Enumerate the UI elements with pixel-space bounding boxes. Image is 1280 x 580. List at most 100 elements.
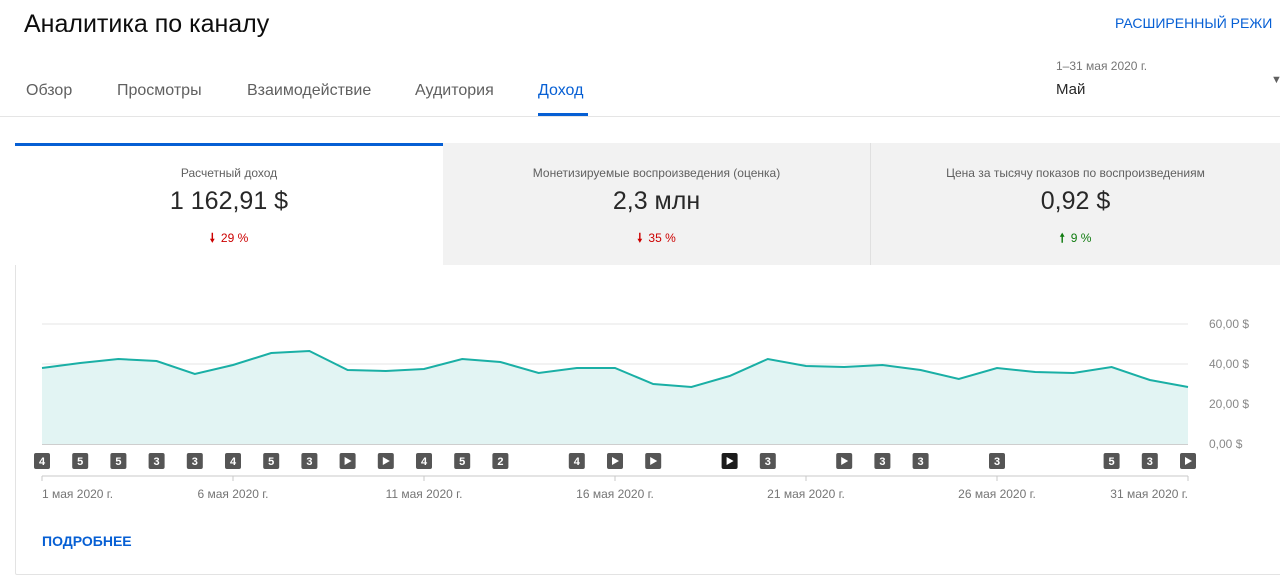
- metric-change: 🠗 29 %: [209, 231, 249, 245]
- metric-separator: [870, 143, 871, 265]
- marker-count: 2: [497, 456, 503, 468]
- marker-box: [263, 453, 280, 469]
- play-icon[interactable]: [645, 453, 662, 469]
- video-count-marker[interactable]: 2: [492, 453, 509, 469]
- advanced-mode-link[interactable]: РАСШИРЕННЫЙ РЕЖИ: [1115, 15, 1273, 31]
- x-tick-label: 1 мая 2020 г.: [42, 487, 113, 501]
- arrow-down-icon: 🠗: [209, 231, 215, 245]
- tab-audience[interactable]: Аудитория: [415, 82, 494, 99]
- play-triangle: [650, 457, 658, 465]
- marker-count: 4: [39, 456, 46, 468]
- video-count-marker[interactable]: 4: [225, 453, 241, 469]
- video-count-marker[interactable]: 4: [34, 453, 50, 469]
- video-count-marker[interactable]: 3: [874, 453, 891, 469]
- marker-count: 3: [918, 456, 924, 468]
- marker-box: [912, 453, 929, 469]
- marker-count: 4: [574, 456, 581, 468]
- page-title: Аналитика по каналу: [24, 10, 270, 38]
- play-triangle: [841, 457, 849, 465]
- marker-count: 3: [1147, 456, 1153, 468]
- marker-count: 5: [459, 456, 465, 468]
- marker-count: 4: [421, 456, 428, 468]
- marker-box: [454, 453, 471, 469]
- marker-box: [989, 453, 1005, 469]
- y-tick-label: 60,00 $: [1209, 317, 1249, 331]
- marker-count: 3: [765, 456, 771, 468]
- video-count-marker[interactable]: 3: [912, 453, 929, 469]
- video-count-marker[interactable]: 3: [148, 453, 165, 469]
- marker-box: [110, 453, 127, 469]
- marker-count: 5: [1109, 456, 1115, 468]
- marker-box: [1141, 453, 1158, 469]
- active-tab-indicator: [538, 113, 588, 116]
- metric-label: Расчетный доход: [180, 166, 278, 180]
- play-icon[interactable]: [339, 453, 356, 469]
- tabs-bar: Обзор Просмотры Взаимодействие Аудитория…: [0, 70, 1280, 116]
- arrow-down-icon: 🠗: [637, 231, 643, 245]
- video-count-marker[interactable]: 5: [72, 453, 89, 469]
- play-icon[interactable]: [377, 453, 394, 469]
- revenue-chart[interactable]: 0,00 $ 20,00 $ 40,00 $ 60,00 $ 4 5 5 3 3 4 5 3 4 5 2 4 3…: [0, 300, 1280, 510]
- x-tick-label: 31 мая 2020 г.: [1110, 487, 1188, 501]
- metric-label: Цена за тысячу показов по воспроизведени…: [946, 166, 1205, 180]
- video-count-marker[interactable]: 3: [186, 453, 203, 469]
- marker-count: 5: [115, 456, 121, 468]
- video-count-marker[interactable]: 3: [301, 453, 318, 469]
- metric-value: 2,3 млн: [612, 187, 701, 215]
- metric-estimated-revenue[interactable]: Расчетный доход 1 162,91 $ 🠗 29 %: [15, 143, 443, 265]
- marker-box: [1103, 453, 1120, 469]
- play-triangle: [612, 457, 619, 465]
- x-tick-label: 6 мая 2020 г.: [197, 487, 268, 501]
- date-range-label[interactable]: 1–31 мая 2020 г.: [1056, 59, 1148, 73]
- tab-engagement[interactable]: Взаимодействие: [247, 82, 372, 99]
- play-icon[interactable]: [721, 453, 738, 469]
- marker-count: 4: [230, 456, 237, 468]
- video-count-marker[interactable]: 3: [1141, 453, 1158, 469]
- metric-monetized-playbacks[interactable]: Монетизируемые воспроизведения (оценка) …: [443, 143, 870, 265]
- play-triangle: [726, 457, 734, 465]
- video-count-marker[interactable]: 5: [454, 453, 471, 469]
- area-fill: [42, 351, 1188, 444]
- marker-box: [759, 453, 776, 469]
- video-count-marker[interactable]: 4: [416, 453, 432, 469]
- marker-count: 5: [77, 456, 83, 468]
- tab-revenue[interactable]: Доход: [538, 82, 584, 99]
- video-count-marker[interactable]: 5: [110, 453, 127, 469]
- video-count-marker[interactable]: 3: [759, 453, 776, 469]
- play-icon[interactable]: [836, 453, 853, 469]
- marker-box: [492, 453, 509, 469]
- metric-playback-cpm[interactable]: Цена за тысячу показов по воспроизведени…: [871, 143, 1280, 265]
- play-icon[interactable]: [1180, 453, 1196, 469]
- video-count-marker[interactable]: 3: [989, 453, 1005, 469]
- marker-count: 3: [994, 456, 1000, 468]
- x-tick-label: 16 мая 2020 г.: [576, 487, 654, 501]
- marker-box: [225, 453, 241, 469]
- x-tick-label: 11 мая 2020 г.: [386, 487, 463, 501]
- metric-value: 1 162,91 $: [169, 187, 289, 215]
- metric-change: 🠗 35 %: [637, 231, 676, 245]
- metric-value: 0,92 $: [1040, 187, 1111, 215]
- marker-count: 3: [306, 456, 312, 468]
- see-more-link[interactable]: ПОДРОБНЕЕ: [42, 533, 132, 549]
- y-tick-label: 40,00 $: [1209, 357, 1249, 371]
- metric-change: 🠕 9 %: [1059, 231, 1092, 245]
- dropdown-caret-icon[interactable]: ▼: [1271, 74, 1280, 86]
- arrow-up-icon: 🠕: [1059, 231, 1065, 245]
- video-count-marker[interactable]: 5: [1103, 453, 1120, 469]
- play-icon[interactable]: [607, 453, 623, 469]
- marker-count: 3: [879, 456, 885, 468]
- tab-overview[interactable]: Обзор: [26, 82, 73, 99]
- video-count-marker[interactable]: 5: [263, 453, 280, 469]
- play-triangle: [1185, 457, 1192, 465]
- video-count-marker[interactable]: 4: [568, 453, 585, 469]
- x-tick-label: 21 мая 2020 г.: [767, 487, 845, 501]
- metric-label: Монетизируемые воспроизведения (оценка): [532, 166, 781, 180]
- tab-views[interactable]: Просмотры: [117, 82, 202, 99]
- marker-box: [568, 453, 585, 469]
- tabs-divider: [0, 116, 1280, 117]
- marker-count: 5: [268, 456, 274, 468]
- series-line: [41, 349, 1189, 389]
- marker-box: [416, 453, 432, 469]
- date-picker-value[interactable]: Май: [1056, 81, 1086, 98]
- y-tick-label: 0,00 $: [1209, 437, 1243, 451]
